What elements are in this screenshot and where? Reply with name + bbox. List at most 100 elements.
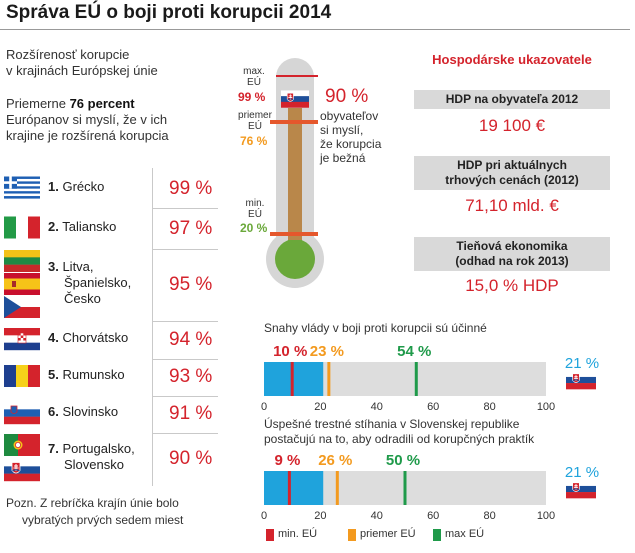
ranking-country-name: 1. Grécko [48,179,104,195]
ranking-country-name: 6. Slovinsko [48,404,118,420]
thermo-bulb [275,239,315,279]
thermo-slovakia-flag [281,90,309,108]
intro-line-1: Rozšírenosť korupcie [6,47,130,62]
axis-tick-label: 60 [427,510,439,521]
thermo-sk-pct: 90 % [325,86,369,107]
ranking-rank: 1. [48,179,59,194]
bar-marker [335,471,339,505]
axis-tick-label: 80 [483,510,495,521]
bar-marker-label: 26 % [318,452,352,469]
ranking-rank: 2. [48,219,59,234]
footnote-line-2: vybratých prvých sedem miest [22,513,184,527]
ranking-rank: 7. [48,441,59,456]
intro-average: Priemerne 76 percent Európanov si myslí,… [6,96,206,144]
flag-portugal-icon [4,434,40,456]
flag-italy-icon [4,216,41,239]
chart2-title: Úspešné trestné stíhania v Slovenskej re… [264,417,604,447]
flag-greece-icon [4,176,40,199]
economy-label-line: HDP pri aktuálnych [457,158,567,172]
ranking-rank: 4. [48,330,59,345]
thermo-liquid-middle [288,122,302,240]
ranking-country-name: 5. Rumunsko [48,367,125,383]
flag-portugal [4,433,40,458]
flag-slovakia-icon [566,479,596,499]
ranking-row: 7. Portugalsko, Slovensko 90 % [4,433,216,485]
economy-value-gdp-market: 71,10 mld. € [465,196,559,215]
axis-tick-label: 40 [371,510,383,521]
bar-slovakia [264,471,324,505]
thermo-sk-text-line: je bežná [320,151,366,165]
ranking-divider [152,168,153,486]
ranking-percent: 93 % [169,366,213,387]
legend-label-min: min. EÚ [278,528,318,540]
ranking-percent: 91 % [169,403,213,424]
flag-romania [4,359,41,394]
axis-tick-label: 100 [537,401,555,413]
ranking-row: 6. Slovinsko 91 % [4,396,216,432]
legend-label-avg: priemer EÚ [360,528,416,540]
flag-czech-icon [4,296,40,318]
bar-marker [287,471,291,505]
thermo-min-marker [270,232,318,236]
ranking-country-line: Španielsko, [64,275,132,290]
page-title: Správa EÚ o boji proti korupcii 2014 [6,2,332,23]
bar-marker [403,471,407,505]
chart2-title-line: Úspešné trestné stíhania v Slovenskej re… [264,417,520,431]
thermo-sk-text-line: že korupcia [320,137,382,151]
ranking-separator [152,359,218,360]
thermo-avg-pct: 76 % [240,134,268,148]
intro-line-2: v krajinách Európskej únie [6,63,158,78]
flag-slovakia-icon [4,459,40,482]
economy-label-line: trhových cenách (2012) [445,173,579,187]
bar-marker-label: 54 % [397,343,431,360]
chart1-plot: 10 % 23 % 54 % 0 20 40 60 80 100 21 % [261,343,599,413]
intro-average-bold: 76 percent [69,96,135,111]
ranking-rank: 6. [48,404,59,419]
economy-label-line: (odhad na rok 2013) [455,254,569,268]
slovakia-value-label: 21 % [565,355,599,372]
axis-tick-label: 20 [314,510,326,521]
flag-croatia [4,322,40,357]
flag-slovenia [4,396,40,431]
bar-marker [290,362,294,396]
ranking-rank: 3. [48,259,59,274]
legend-swatch-avg [348,529,356,541]
flag-romania-icon [4,365,41,387]
economy-title: Hospodárske ukazovatele [432,52,592,67]
ranking-separator [152,321,218,322]
legend: min. EÚ priemer EÚ max EÚ [266,526,566,544]
ranking-percent: 95 % [169,274,213,295]
ranking-row: 2. Taliansko 97 % [4,209,216,248]
ranking-country-name: 7. Portugalsko, Slovensko [48,441,135,473]
ranking-row: 3. Litva, Španielsko, Česko 95 % [4,250,216,320]
economy-label-shadow-economy: Tieňová ekonomika (odhad na rok 2013) [414,237,610,271]
flag-spain-icon [4,273,40,295]
thermometer-graphic [266,58,324,288]
ranking-row: 1. Grécko 99 % [4,170,216,207]
ranking-rank: 5. [48,367,59,382]
legend-swatch-max [433,529,441,541]
ranking-separator [152,396,218,397]
bar-marker-label: 9 % [274,452,300,469]
thermo-max-label: max. EÚ [243,66,265,88]
economy-value-shadow-economy: 15,0 % HDP [465,276,559,295]
thermo-min-pct: 20 % [240,221,268,235]
chart1-title: Snahy vlády v boji proti korupcii sú úči… [264,321,487,335]
bar-marker-label: 50 % [386,452,420,469]
axis-tick-label: 80 [483,401,495,413]
axis-tick-label: 60 [427,401,439,413]
economy-label-line: HDP na obyvateľa 2012 [445,92,579,106]
intro-average-line-2: Európanov si myslí, že v ich [6,112,168,127]
legend-swatch-min [266,529,274,541]
legend-label-max: max EÚ [445,528,485,540]
economy-value-gdp-per-capita: 19 100 € [478,116,546,135]
thermo-max-pct: 99 % [238,90,266,104]
footnote: Pozn. Z rebríčka krajín únie bolo vybrat… [6,495,236,529]
flag-slovakia [4,458,40,483]
thermo-avg-label: priemer EÚ [238,110,272,132]
ranking-country-line: 7. Portugalsko, [48,441,135,456]
ranking-separator [152,208,218,209]
flag-slovenia-icon [4,402,40,425]
economy-label-gdp-market: HDP pri aktuálnych trhových cenách (2012… [414,156,610,190]
thermo-avg-marker [270,120,318,124]
